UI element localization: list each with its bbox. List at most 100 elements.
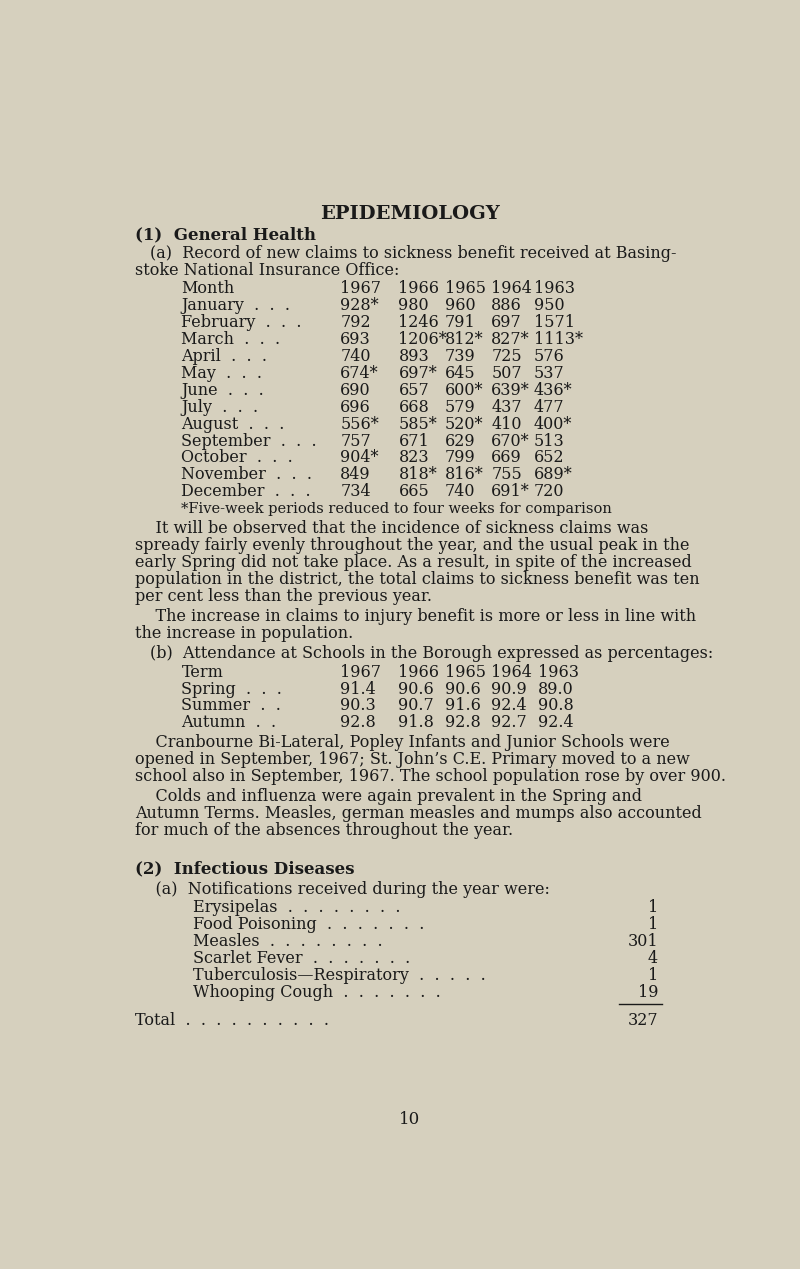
Text: Measles  .  .  .  .  .  .  .  .: Measles . . . . . . . .: [193, 933, 382, 950]
Text: 556*: 556*: [340, 416, 379, 433]
Text: school also in September, 1967. The school population rose by over 900.: school also in September, 1967. The scho…: [135, 768, 726, 786]
Text: 10: 10: [399, 1110, 421, 1128]
Text: February  .  .  .: February . . .: [182, 313, 302, 331]
Text: 1206*: 1206*: [398, 331, 447, 348]
Text: 1963: 1963: [534, 280, 575, 297]
Text: March  .  .  .: March . . .: [182, 331, 281, 348]
Text: May  .  .  .: May . . .: [182, 364, 262, 382]
Text: Summer  .  .: Summer . .: [182, 698, 282, 714]
Text: The increase in claims to injury benefit is more or less in line with: The increase in claims to injury benefit…: [135, 608, 696, 626]
Text: 886: 886: [491, 297, 522, 313]
Text: stoke National Insurance Office:: stoke National Insurance Office:: [135, 261, 399, 279]
Text: 90.9: 90.9: [491, 680, 527, 698]
Text: 725: 725: [491, 348, 522, 365]
Text: (b)  Attendance at Schools in the Borough expressed as percentages:: (b) Attendance at Schools in the Borough…: [150, 645, 714, 662]
Text: 668: 668: [398, 398, 429, 416]
Text: Total  .  .  .  .  .  .  .  .  .  .: Total . . . . . . . . . .: [135, 1011, 329, 1029]
Text: 1964: 1964: [491, 664, 532, 680]
Text: 477: 477: [534, 398, 565, 416]
Text: 1571: 1571: [534, 313, 575, 331]
Text: Term: Term: [182, 664, 223, 680]
Text: 1967: 1967: [340, 280, 382, 297]
Text: 520*: 520*: [445, 416, 483, 433]
Text: 92.8: 92.8: [340, 714, 376, 731]
Text: 674*: 674*: [340, 364, 379, 382]
Text: 90.8: 90.8: [538, 698, 574, 714]
Text: 693: 693: [340, 331, 371, 348]
Text: 690: 690: [340, 382, 371, 398]
Text: 410: 410: [491, 416, 522, 433]
Text: 1963: 1963: [538, 664, 579, 680]
Text: opened in September, 1967; St. John’s C.E. Primary moved to a new: opened in September, 1967; St. John’s C.…: [135, 751, 690, 768]
Text: 1: 1: [648, 916, 658, 933]
Text: spready fairly evenly throughout the year, and the usual peak in the: spready fairly evenly throughout the yea…: [135, 537, 690, 555]
Text: September  .  .  .: September . . .: [182, 433, 317, 449]
Text: 652: 652: [534, 449, 565, 467]
Text: 89.0: 89.0: [538, 680, 574, 698]
Text: 1965: 1965: [445, 664, 486, 680]
Text: April  .  .  .: April . . .: [182, 348, 267, 365]
Text: 537: 537: [534, 364, 565, 382]
Text: 1113*: 1113*: [534, 331, 583, 348]
Text: 697: 697: [491, 313, 522, 331]
Text: EPIDEMIOLOGY: EPIDEMIOLOGY: [320, 204, 500, 222]
Text: early Spring did not take place. As a result, in spite of the increased: early Spring did not take place. As a re…: [135, 555, 692, 571]
Text: 437: 437: [491, 398, 522, 416]
Text: 1965: 1965: [445, 280, 486, 297]
Text: for much of the absences throughout the year.: for much of the absences throughout the …: [135, 822, 513, 839]
Text: 691*: 691*: [491, 483, 530, 500]
Text: 301: 301: [627, 933, 658, 950]
Text: 19: 19: [638, 983, 658, 1001]
Text: 696: 696: [340, 398, 371, 416]
Text: the increase in population.: the increase in population.: [135, 626, 353, 642]
Text: (2)  Infectious Diseases: (2) Infectious Diseases: [135, 860, 354, 878]
Text: Food Poisoning  .  .  .  .  .  .  .: Food Poisoning . . . . . . .: [193, 916, 424, 933]
Text: 507: 507: [491, 364, 522, 382]
Text: 91.8: 91.8: [398, 714, 434, 731]
Text: 1967: 1967: [340, 664, 382, 680]
Text: 576: 576: [534, 348, 565, 365]
Text: 92.7: 92.7: [491, 714, 527, 731]
Text: 4: 4: [648, 950, 658, 967]
Text: 629: 629: [445, 433, 475, 449]
Text: (a)  Notifications received during the year were:: (a) Notifications received during the ye…: [135, 881, 550, 897]
Text: 600*: 600*: [445, 382, 483, 398]
Text: 818*: 818*: [398, 467, 437, 483]
Text: Autumn Terms. Measles, german measles and mumps also accounted: Autumn Terms. Measles, german measles an…: [135, 806, 702, 822]
Text: 327: 327: [627, 1011, 658, 1029]
Text: Autumn  .  .: Autumn . .: [182, 714, 277, 731]
Text: Month: Month: [182, 280, 234, 297]
Text: 1246: 1246: [398, 313, 439, 331]
Text: 1: 1: [648, 900, 658, 916]
Text: 849: 849: [340, 467, 371, 483]
Text: population in the district, the total claims to sickness benefit was ten: population in the district, the total cl…: [135, 571, 699, 588]
Text: December  .  .  .: December . . .: [182, 483, 311, 500]
Text: 1966: 1966: [398, 280, 439, 297]
Text: 893: 893: [398, 348, 429, 365]
Text: 92.4: 92.4: [491, 698, 527, 714]
Text: 639*: 639*: [491, 382, 530, 398]
Text: 90.6: 90.6: [445, 680, 481, 698]
Text: 928*: 928*: [340, 297, 379, 313]
Text: *Five-week periods reduced to four weeks for comparison: *Five-week periods reduced to four weeks…: [182, 501, 612, 516]
Text: 92.8: 92.8: [445, 714, 481, 731]
Text: 960: 960: [445, 297, 475, 313]
Text: 755: 755: [491, 467, 522, 483]
Text: Cranbourne Bi-Lateral, Popley Infants and Junior Schools were: Cranbourne Bi-Lateral, Popley Infants an…: [135, 735, 670, 751]
Text: July  .  .  .: July . . .: [182, 398, 258, 416]
Text: Tuberculosis—Respiratory  .  .  .  .  .: Tuberculosis—Respiratory . . . . .: [193, 967, 486, 983]
Text: per cent less than the previous year.: per cent less than the previous year.: [135, 588, 432, 605]
Text: 816*: 816*: [445, 467, 484, 483]
Text: 90.6: 90.6: [398, 680, 434, 698]
Text: 739: 739: [445, 348, 476, 365]
Text: Erysipelas  .  .  .  .  .  .  .  .: Erysipelas . . . . . . . .: [193, 900, 401, 916]
Text: 734: 734: [340, 483, 371, 500]
Text: 657: 657: [398, 382, 429, 398]
Text: 579: 579: [445, 398, 476, 416]
Text: (a)  Record of new claims to sickness benefit received at Basing-: (a) Record of new claims to sickness ben…: [150, 245, 677, 261]
Text: 91.4: 91.4: [340, 680, 376, 698]
Text: Whooping Cough  .  .  .  .  .  .  .: Whooping Cough . . . . . . .: [193, 983, 441, 1001]
Text: June  .  .  .: June . . .: [182, 382, 264, 398]
Text: 757: 757: [340, 433, 371, 449]
Text: 665: 665: [398, 483, 429, 500]
